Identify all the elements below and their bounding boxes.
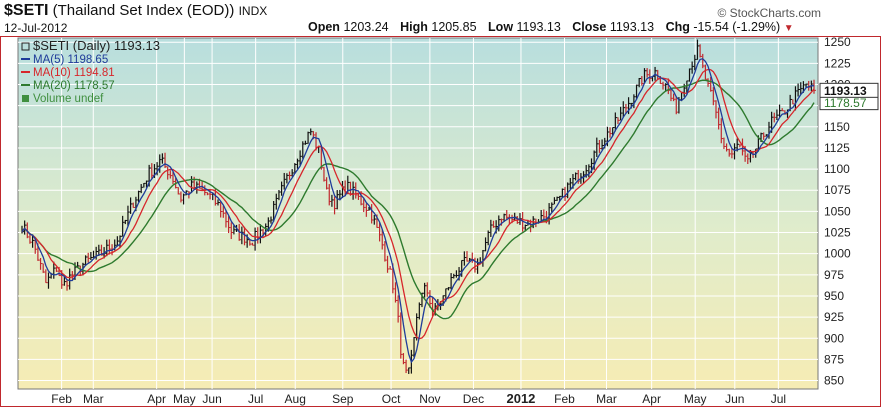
gridlines	[18, 38, 818, 389]
y-tick-label: 1050	[824, 204, 851, 218]
low-value: 1193.13	[516, 20, 561, 34]
price-chart: 850 875 900 925 950 975 1000 1025 1050 1075 1100 11…	[0, 36, 881, 407]
x-tick-label: Mar	[83, 392, 104, 406]
x-tick-label: Jun	[202, 392, 221, 406]
y-tick-label: 975	[824, 268, 844, 282]
ma20-price-label: 1178.57	[824, 96, 867, 110]
x-tick-label: Jul	[248, 392, 263, 406]
x-tick-label: Feb	[554, 392, 575, 406]
ma10-line	[21, 68, 815, 340]
chg-label: Chg	[665, 20, 690, 34]
legend-entry: MA(10) 1194.81	[33, 67, 115, 79]
x-tick-label: Mar	[596, 392, 617, 406]
plot-area	[17, 37, 819, 390]
open-label: Open	[308, 20, 340, 34]
x-tick-label: May	[173, 392, 196, 406]
close-label: Close	[572, 20, 607, 34]
last-price-label-box	[819, 82, 879, 98]
index-name: (Thailand Set Index (EOD))	[52, 2, 235, 19]
series-layer	[21, 39, 816, 374]
x-tick-label: Apr	[642, 392, 661, 406]
y-tick-label: 950	[824, 289, 844, 303]
y-tick-label: 1225	[824, 56, 851, 70]
x-tick-label: Oct	[382, 392, 401, 406]
x-tick-label: Apr	[147, 392, 166, 406]
y-tick-label: 1000	[824, 247, 851, 261]
ma5-line	[21, 58, 815, 364]
high-label: High	[400, 20, 428, 34]
y-tick-label: 1100	[824, 162, 850, 176]
symbol: $SETI	[4, 2, 49, 19]
chart-header: $SETI (Thailand Set Index (EOD)) INDX 12…	[0, 0, 881, 36]
chart-date: 12-Jul-2012	[4, 21, 68, 35]
x-tick-label: Sep	[332, 392, 354, 406]
last-price-label: 1193.13	[824, 84, 867, 98]
y-tick-label: 1025	[824, 226, 851, 240]
x-tick-label: Jun	[725, 392, 744, 406]
x-tick-label: Nov	[419, 392, 440, 406]
low-label: Low	[488, 20, 514, 34]
legend-volume-icon	[22, 95, 29, 102]
y-tick-label: 1250	[824, 36, 851, 49]
y-tick-label: 1075	[824, 183, 851, 197]
y-tick-label: 850	[824, 374, 844, 388]
x-tick-label: Dec	[463, 392, 484, 406]
y-tick-label: 1150	[824, 120, 850, 134]
close-value: 1193.13	[609, 20, 655, 34]
legend-entry: MA(20) 1178.57	[33, 80, 115, 92]
open-value: 1203.24	[343, 20, 389, 34]
x-tick-label: Feb	[51, 392, 72, 406]
y-tick-label: 925	[824, 310, 844, 324]
legend-entry: $SETI (Daily) 1193.13	[33, 38, 160, 53]
x-axis: Feb Mar Apr May Jun Jul Aug Sep Oct Nov Dec 2012 Feb…	[51, 391, 786, 406]
exchange: INDX	[238, 4, 268, 18]
y-tick-label: 875	[824, 352, 844, 366]
y-tick-label: 1125	[824, 141, 850, 155]
x-tick-label: May	[684, 392, 707, 406]
ma20-line	[21, 79, 815, 320]
stockcharts-logo: © StockCharts.com	[717, 6, 821, 20]
legend-entry: Volume undef	[33, 93, 104, 105]
legend-entry: MA(5) 1198.65	[33, 54, 108, 66]
x-tick-label: 2012	[506, 391, 535, 406]
y-tick-label: 900	[824, 331, 844, 345]
x-tick-label: Aug	[285, 392, 306, 406]
chart-title: $SETI (Thailand Set Index (EOD)) INDX	[4, 2, 267, 20]
chg-value: -15.54 (-1.29%)	[693, 20, 781, 34]
high-value: 1205.85	[431, 20, 477, 34]
ohlc-readout: Open 1203.24 High 1205.85 Low 1193.13 Cl…	[308, 20, 794, 34]
legend-bar-icon	[21, 42, 30, 51]
down-triangle-icon: ▼	[783, 23, 794, 34]
x-tick-label: Jul	[771, 392, 786, 406]
